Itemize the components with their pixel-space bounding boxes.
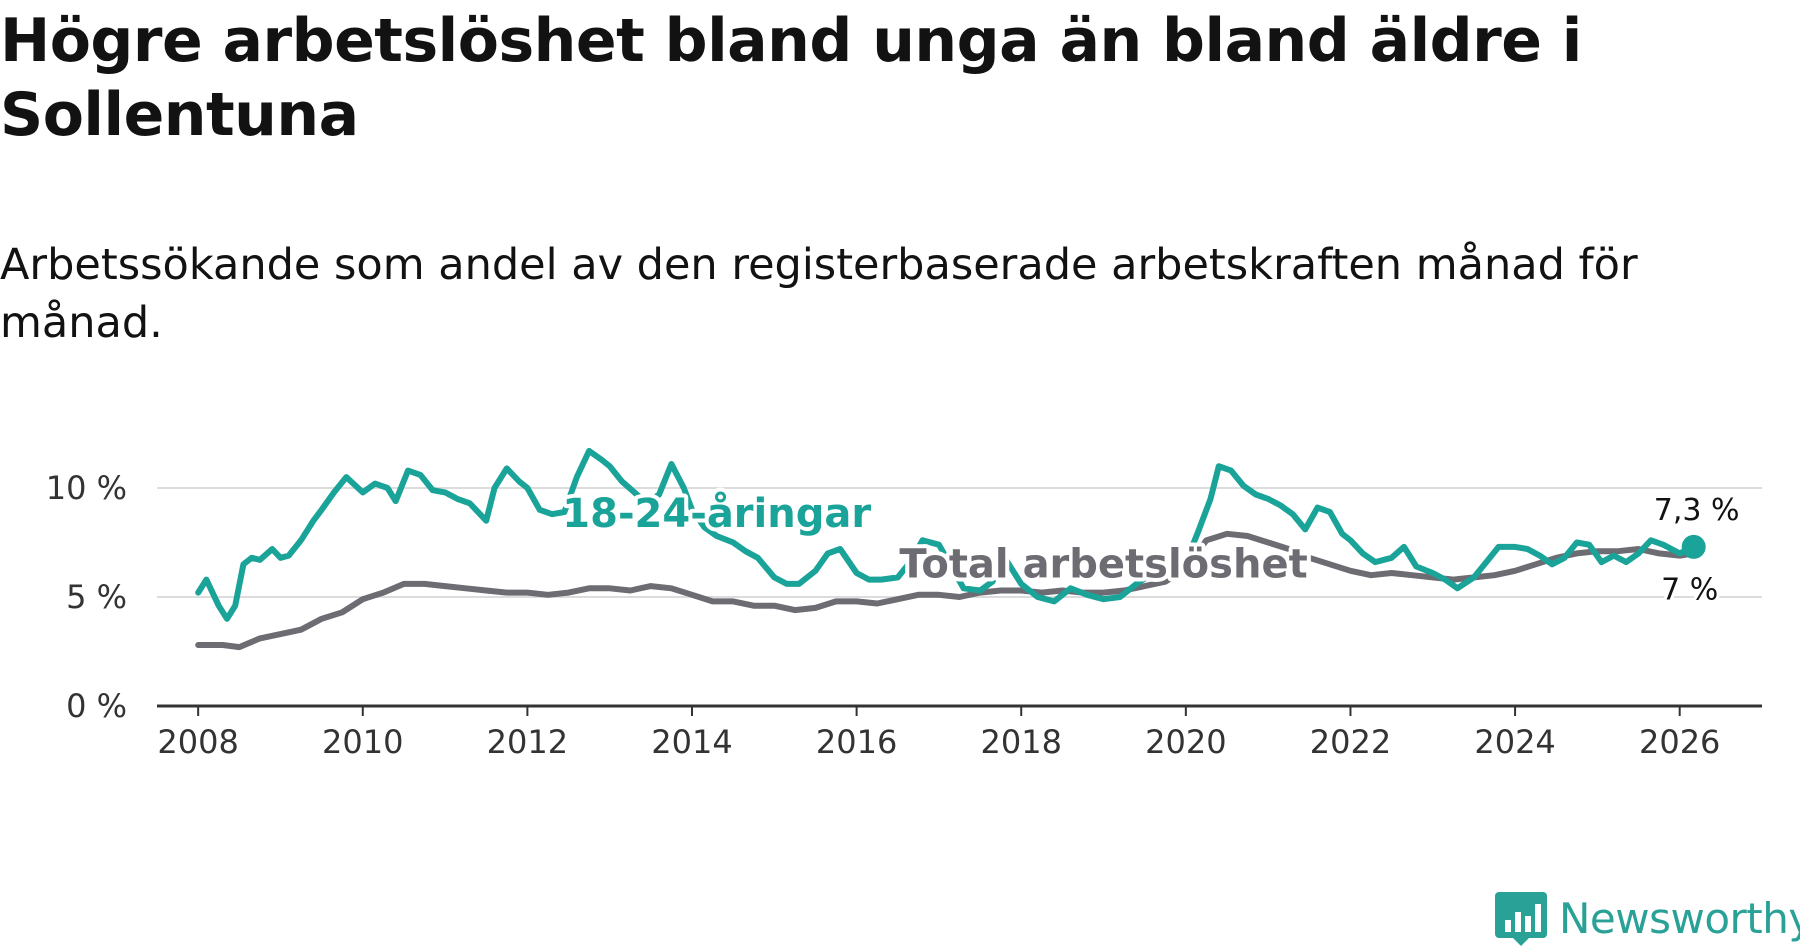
series-labels: 18-24-åringar Total arbetslöshet xyxy=(558,486,1311,591)
y-axis: 0 % 5 % 10 % xyxy=(46,469,127,725)
x-tick-label: 2026 xyxy=(1639,723,1720,761)
series-line-youth xyxy=(195,447,1697,622)
y-tick-label: 0 % xyxy=(66,687,127,725)
chart-subtitle: Arbetssökande som andel av den registerb… xyxy=(0,240,1638,348)
end-marker xyxy=(1681,534,1706,559)
x-tick-label: 2016 xyxy=(816,723,897,761)
x-tick-label: 2012 xyxy=(487,723,568,761)
x-axis: 2008 2010 2012 2014 2016 2018 2020 2022 2024 2026 xyxy=(157,706,1720,761)
y-tick-label: 10 % xyxy=(46,469,127,507)
x-tick-label: 2010 xyxy=(322,723,403,761)
series-label: Total arbetslöshet xyxy=(899,541,1307,587)
series-line-total xyxy=(195,530,1697,651)
x-tick-label: 2018 xyxy=(981,723,1062,761)
y-tick-label: 5 % xyxy=(66,578,127,616)
series-lines xyxy=(195,447,1706,651)
x-tick-label: 2008 xyxy=(157,723,238,761)
series-label: 18-24-åringar xyxy=(562,490,871,537)
newsworthy-logo-icon xyxy=(1495,892,1547,946)
end-labels: 7,3 % 7 % xyxy=(1651,490,1743,611)
x-tick-label: 2020 xyxy=(1145,723,1226,761)
x-tick-label: 2014 xyxy=(651,723,732,761)
x-tick-label: 2022 xyxy=(1310,723,1391,761)
x-tick-label: 2024 xyxy=(1474,723,1555,761)
end-label-youth: 7,3 % xyxy=(1654,493,1740,528)
brand-name: Newsworthy xyxy=(1559,893,1800,943)
end-label-total: 7 % xyxy=(1661,572,1718,607)
newsworthy-logo: Newsworthy xyxy=(1493,890,1800,946)
chart-title: Högre arbetslöshet bland unga än bland ä… xyxy=(0,6,1582,150)
